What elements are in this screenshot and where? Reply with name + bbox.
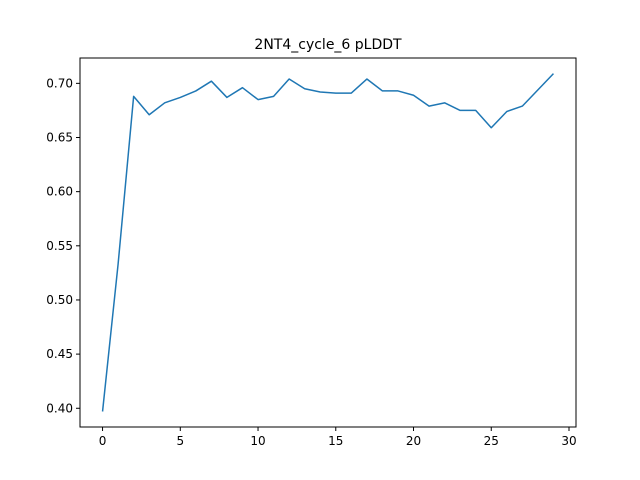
x-axis: 0 5 10 15 20 25 30 <box>99 427 577 448</box>
series-line <box>101 73 554 412</box>
plot-area <box>101 73 554 412</box>
y-tick-label: 0.65 <box>46 130 73 144</box>
x-tick-label: 10 <box>250 434 265 448</box>
x-tick-label: 30 <box>561 434 576 448</box>
y-tick-label: 0.70 <box>46 76 73 90</box>
plot-frame <box>79 57 577 428</box>
x-tick-label: 15 <box>328 434 343 448</box>
chart-title: 2NT4_cycle_6 pLDDT <box>254 37 402 53</box>
x-tick-label: 25 <box>484 434 499 448</box>
y-tick-label: 0.60 <box>46 185 73 199</box>
y-tick-label: 0.45 <box>46 347 73 361</box>
x-tick-label: 5 <box>176 434 184 448</box>
y-axis: 0.40 0.45 0.50 0.55 0.60 0.65 0.70 <box>46 76 80 415</box>
y-tick-label: 0.50 <box>46 293 73 307</box>
y-tick-label: 0.40 <box>46 401 73 415</box>
x-tick-label: 20 <box>406 434 421 448</box>
y-tick-label: 0.55 <box>46 239 73 253</box>
x-tick-label: 0 <box>99 434 107 448</box>
